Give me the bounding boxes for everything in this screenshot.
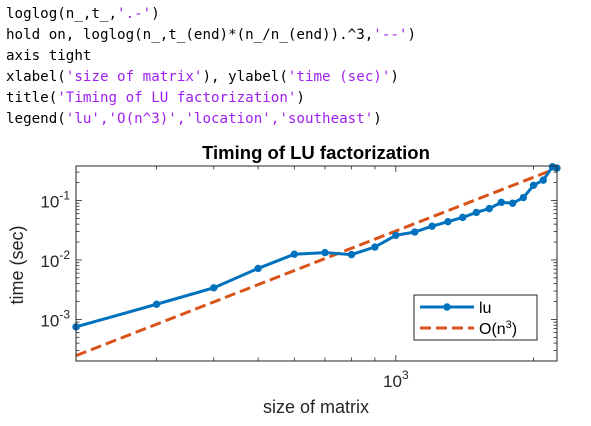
code-line: legend('lu','O(n^3)','location','southea… [6,109,416,130]
series-lu-point [290,250,299,258]
y-tick-exponent: -1 [59,188,70,202]
series-lu-point [254,264,262,273]
code-line: hold on, loglog(n_,t_(end)*(n_/n_(end)).… [6,25,416,46]
series-lu-point [321,248,329,257]
series-lu-point [347,250,356,259]
y-tick-exponent: -2 [59,248,70,262]
y-tick-base: 10 [40,311,59,330]
series-lu-point [497,198,505,207]
code-text: ) [296,90,305,106]
x-tick-label: 103 [383,368,409,391]
series-lu-point [428,222,436,230]
series-lu-point [485,204,493,213]
code-text: ) [151,6,160,22]
legend-box [413,294,538,341]
code-line: loglog(n_,t_,'.-') [6,4,416,25]
y-tick-base: 10 [40,252,59,271]
series-lu-point [411,228,419,236]
y-tick-label: 10-3 [40,307,70,330]
series-lu-point [392,231,400,239]
code-text: axis tight [6,48,92,64]
code-line: title('Timing of LU factorization') [6,88,416,109]
series-lu-point [508,199,517,207]
code-listing: loglog(n_,t_,'.-')hold on, loglog(n_,t_(… [6,4,416,130]
series-lu-point [529,181,538,189]
code-string: 'Timing of LU factorization' [57,90,297,106]
y-axis-label: time (sec) [7,225,27,304]
y-tick-base: 10 [40,192,59,211]
code-string: '--' [373,27,408,43]
series-lu-point [539,176,547,184]
y-tick-exponent: -3 [59,307,70,321]
x-tick-base: 10 [383,372,402,391]
series-lu-point [152,300,161,308]
chart-title: Timing of LU factorization [202,142,430,163]
code-text: legend( [6,111,66,127]
series-fit-line [75,166,558,358]
code-text: loglog(n_,t_, [6,6,118,22]
legend-lu-marker [443,303,451,311]
series-lu-point [472,208,481,217]
code-string: '.-' [117,6,152,22]
axes-box [75,165,558,362]
series-lu-point [519,193,528,202]
code-text: title( [6,90,58,106]
x-axis-label: size of matrix [263,397,369,417]
code-text: ) [390,69,399,85]
code-line: xlabel('size of matrix'), ylabel('time (… [6,67,416,88]
series-lu-point [371,243,379,251]
legend-entry-lu: lu [479,300,491,317]
x-tick-exponent: 3 [402,368,409,382]
series-lu-point [459,213,467,222]
code-string: 'lu','O(n^3)','location','southeast' [65,111,374,127]
plot-area [72,162,561,362]
code-string: 'size of matrix' [65,69,203,85]
code-text: ) [407,27,417,43]
y-tick-labels: 10-310-210-1 [40,188,70,330]
code-string: 'time (sec)' [287,69,391,85]
code-text: hold on, loglog(n_,t_(end)*(n_/n_(end)).… [6,27,374,43]
legend-entry-fit: O(n3) [479,319,517,338]
series-lu-point [210,284,218,292]
series-lu-point [444,217,452,226]
x-tick-labels: 103 [383,368,409,391]
code-line: axis tight [6,46,416,67]
legend: lu O(n3) [413,294,538,341]
code-text: xlabel( [6,69,66,85]
code-text: ), ylabel( [202,69,288,85]
code-text: ) [373,111,382,127]
y-tick-label: 10-1 [40,188,70,211]
series-lu-line [75,164,558,329]
y-tick-label: 10-2 [40,248,70,271]
